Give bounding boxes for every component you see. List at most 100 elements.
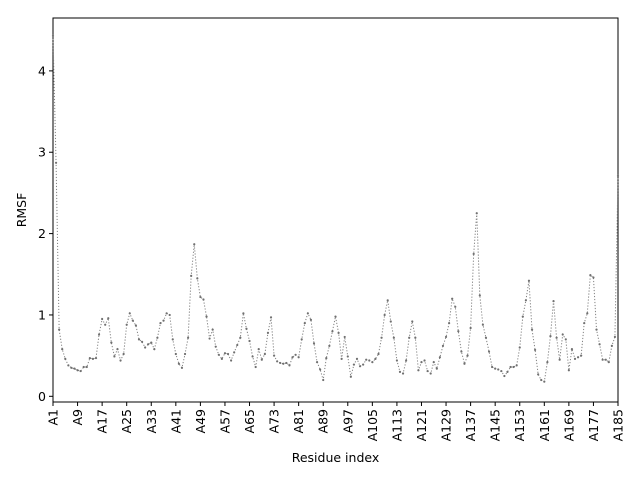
data-point — [454, 305, 457, 308]
data-point — [469, 326, 472, 330]
data-point — [196, 277, 199, 280]
data-point — [423, 359, 426, 362]
data-point — [248, 339, 251, 343]
data-point — [202, 298, 205, 301]
data-point — [171, 338, 174, 341]
data-point — [368, 359, 371, 362]
data-point — [371, 361, 374, 364]
x-tick-label: A169 — [561, 409, 576, 441]
data-point — [365, 358, 368, 361]
data-point — [401, 372, 405, 375]
x-tick-label: A49 — [193, 409, 208, 434]
data-point — [352, 363, 356, 366]
data-point — [236, 343, 239, 347]
data-point — [567, 369, 570, 372]
data-point — [521, 315, 524, 318]
data-point — [251, 355, 254, 358]
x-axis-title: Residue index — [292, 450, 380, 465]
data-point — [303, 321, 306, 325]
data-point — [377, 352, 380, 356]
data-point — [343, 335, 346, 339]
data-point — [156, 336, 159, 339]
data-point — [239, 336, 242, 339]
data-point — [414, 336, 417, 339]
data-point — [527, 279, 531, 282]
data-point — [64, 357, 67, 360]
data-point — [88, 356, 91, 360]
x-axis: A1 A9 A17 A25 A33 A41 A49 A57 A65 A73 A81 A89 A97 A10… — [46, 402, 626, 441]
data-point — [432, 361, 435, 364]
data-point — [362, 363, 365, 366]
data-point — [85, 365, 88, 369]
data-point — [220, 357, 223, 360]
data-point — [564, 338, 567, 341]
data-point — [257, 348, 260, 351]
x-tick-label: A97 — [340, 409, 355, 433]
data-point — [346, 355, 349, 358]
data-point — [478, 294, 481, 297]
data-point — [610, 344, 613, 347]
x-tick-label: A33 — [144, 409, 159, 433]
data-point — [205, 315, 208, 318]
data-point — [159, 321, 162, 325]
data-point — [358, 365, 362, 368]
x-tick-label: A25 — [119, 409, 134, 433]
data-point — [309, 318, 313, 321]
data-point — [82, 365, 85, 369]
data-point — [512, 365, 515, 369]
data-point — [561, 333, 564, 336]
data-point — [444, 335, 448, 339]
y-tick-label: 4 — [38, 63, 46, 78]
data-point — [153, 348, 156, 351]
data-point — [616, 174, 620, 177]
data-point — [503, 374, 506, 378]
data-point — [601, 358, 604, 361]
data-point — [438, 356, 441, 359]
plot-area — [51, 17, 620, 403]
data-point — [300, 338, 303, 341]
data-point — [266, 331, 270, 334]
data-point — [58, 328, 61, 331]
data-point — [435, 367, 438, 370]
data-point — [322, 378, 325, 382]
data-point — [104, 323, 107, 326]
data-point — [147, 343, 150, 346]
data-point — [451, 297, 454, 300]
data-point — [487, 350, 491, 353]
y-tick-label: 1 — [38, 307, 46, 322]
data-point — [211, 328, 214, 331]
x-tick-label: A177 — [586, 409, 601, 441]
data-point — [193, 243, 196, 246]
data-point — [269, 316, 273, 319]
data-point — [555, 336, 558, 339]
data-point — [337, 331, 340, 334]
data-point — [420, 361, 423, 364]
x-tick-label: A17 — [95, 409, 110, 433]
data-point — [325, 356, 328, 360]
data-point — [472, 252, 475, 256]
data-point — [540, 378, 543, 382]
data-point — [110, 341, 113, 344]
data-point — [254, 365, 257, 369]
series-layer — [51, 34, 620, 383]
x-tick-label: A137 — [463, 409, 478, 441]
data-point — [97, 333, 101, 336]
y-tick-label: 2 — [38, 226, 46, 241]
data-point — [466, 354, 469, 357]
data-point — [165, 312, 168, 315]
data-point — [340, 357, 343, 360]
data-point — [162, 319, 165, 322]
data-point — [592, 276, 595, 279]
data-point — [177, 362, 180, 365]
data-point — [580, 354, 583, 357]
data-point — [51, 34, 55, 38]
data-point — [380, 336, 383, 339]
data-point — [383, 313, 386, 317]
data-point — [613, 335, 617, 339]
data-point — [429, 372, 432, 375]
data-point — [140, 340, 144, 343]
data-point — [76, 369, 79, 372]
data-point — [125, 323, 128, 326]
data-point — [355, 357, 359, 360]
